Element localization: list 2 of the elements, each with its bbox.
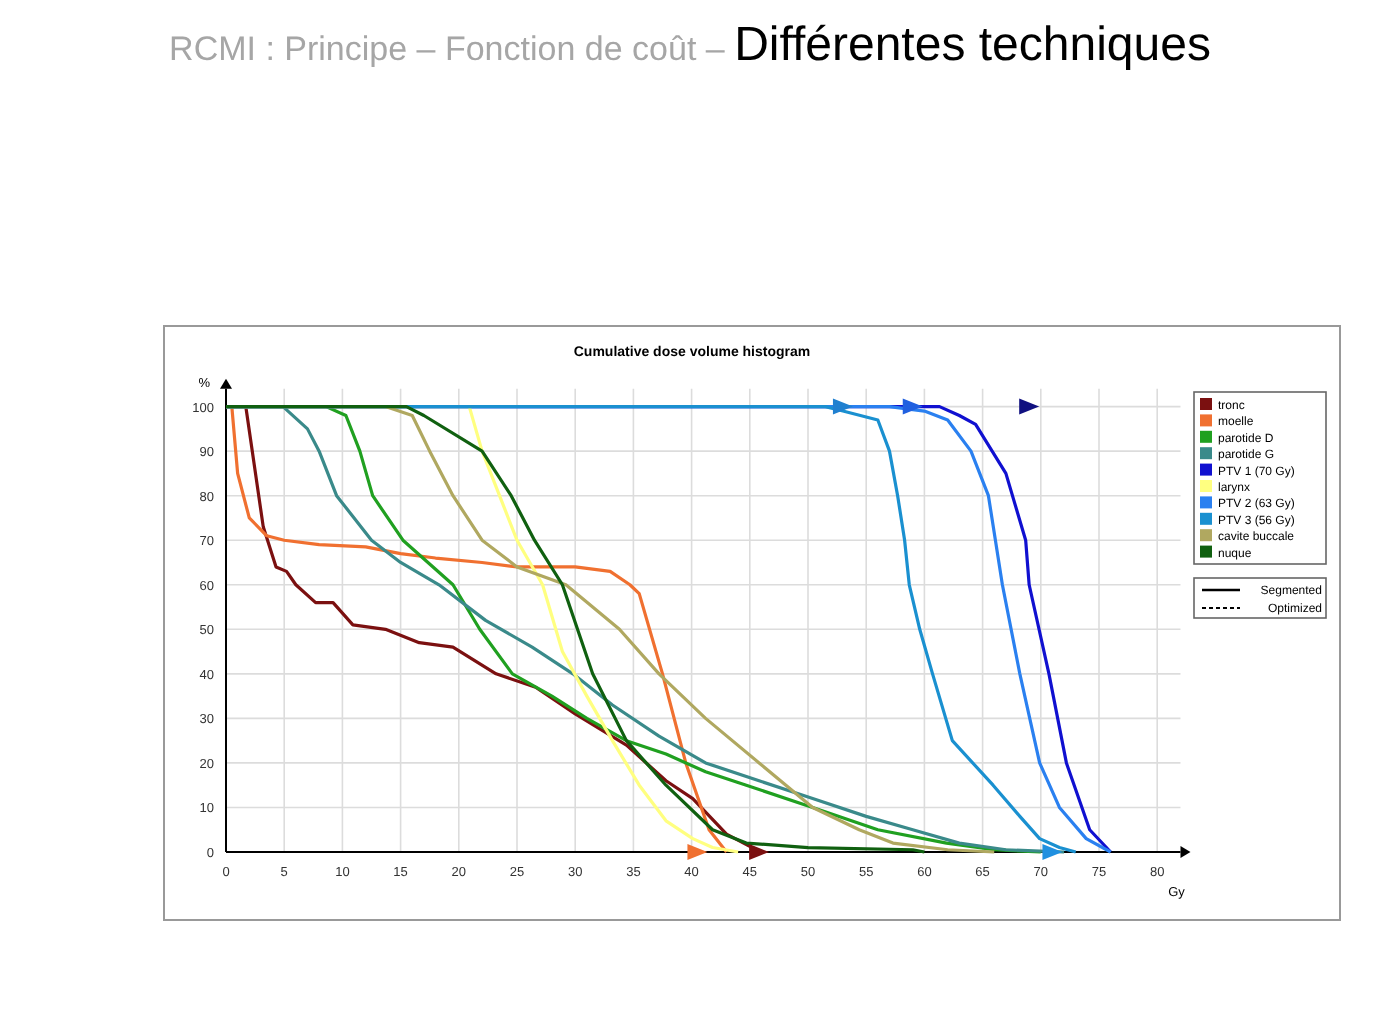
text: Différentes techniques xyxy=(734,18,1211,72)
text: RCMI : Principe – Fonction de coût – xyxy=(169,30,735,68)
